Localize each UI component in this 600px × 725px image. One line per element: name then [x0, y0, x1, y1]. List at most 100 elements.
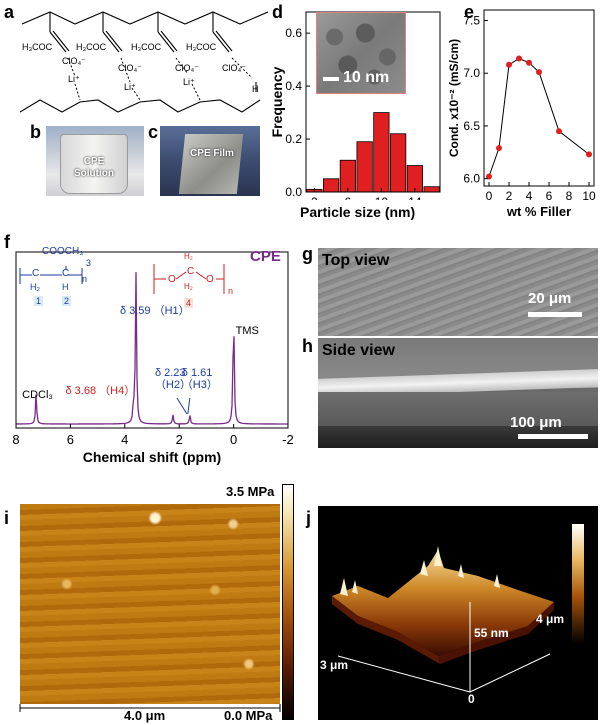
x-tick-label: 8	[566, 189, 573, 203]
x-tick-label: 6	[67, 432, 74, 447]
nmr-peak-label: CDCl₃	[22, 389, 53, 401]
histogram-y-axis-label: Frequency	[269, 66, 285, 137]
histogram-bar	[373, 112, 390, 193]
afm-modulus-map	[20, 504, 280, 704]
ester-label-4: H₃COC	[186, 42, 217, 52]
nmr-peak-label: δ 2.23	[155, 367, 186, 379]
monomer1-h2: H₂	[30, 282, 40, 292]
anion-label-2: ClO₄⁻	[118, 63, 142, 73]
nmr-peak-label: TMS	[236, 325, 259, 337]
cpe-film-label: CPE Film	[190, 148, 234, 159]
panel-letter-f: f	[4, 232, 10, 252]
afm-3d-y-label: 4 μm	[536, 612, 565, 626]
sem-top-scale-label: 20 μm	[528, 290, 572, 307]
x-tick-label: 8	[12, 432, 19, 447]
conductivity-point	[496, 145, 502, 152]
monomer1-ch-c: C	[62, 268, 70, 279]
conductivity-x-axis-label: wt % Filler	[506, 204, 571, 218]
conductivity-chart: 6.0 6.5 7.0 7.5 0 2 4 6 8 10 wt % Filler Cond. x10⁻…	[447, 9, 596, 218]
histogram-bar	[356, 141, 373, 193]
nmr-peak-arrow	[187, 397, 191, 415]
nmr-peak-arrow	[176, 397, 188, 415]
afm-scale-label: 4.0 μm	[124, 708, 166, 723]
cation-label-1: Li⁺	[68, 74, 80, 84]
histogram-bar	[339, 159, 356, 193]
x-tick-label: 0	[486, 189, 493, 203]
afm-colorbar	[282, 484, 294, 720]
monomer1-cooch3: COOCH₃	[42, 246, 84, 257]
cpe-solution-label-line2: Solution	[74, 168, 114, 179]
y-tick-label: 0.2	[285, 132, 302, 146]
conductivity-point	[486, 173, 492, 180]
y-tick-label: 0.6	[285, 26, 302, 40]
monomer2-o2: O	[206, 274, 214, 285]
histogram-x-axis-label: Particle size (nm)	[300, 204, 416, 220]
panel-letter-b: b	[30, 122, 41, 142]
nmr-spectrum-chart: 8 6 4 2 0 -2 Chemical shift (ppm) CDCl₃ δ 3.68 （…	[12, 251, 294, 465]
monomer1-num1: 1	[34, 296, 44, 306]
ester-label-1: H₃COC	[22, 42, 53, 52]
x-tick-label: 6	[345, 195, 352, 200]
anion-label-4: ClO₄⁻	[222, 63, 246, 73]
cation-label-2: Li⁺	[124, 82, 136, 92]
panel-letter-d: d	[272, 2, 283, 22]
panel-letter-g: g	[302, 244, 313, 264]
afm-colorbar-max-label: 3.5 MPa	[226, 484, 275, 499]
monomer2-n: n	[228, 286, 234, 296]
monomer2-h2-bottom: H₂	[184, 282, 193, 291]
afm-3d-z-label: 55 nm	[474, 626, 509, 640]
ester-label-3: H₃COC	[131, 42, 162, 52]
conductivity-point	[526, 59, 532, 66]
cpe-film-photo: CPE Film	[160, 126, 260, 196]
nmr-series-label: CPE	[250, 248, 281, 265]
afm-3d-x-label: 3 μm	[320, 658, 349, 672]
x-tick-label: 10	[582, 189, 596, 203]
x-tick-label: 4	[526, 189, 533, 203]
monomer2-bonds	[153, 264, 225, 294]
conductivity-point	[516, 55, 522, 62]
conductivity-point	[586, 151, 592, 158]
cpe-solution-label-line1: CPE	[83, 156, 105, 167]
x-tick-label: -2	[282, 432, 294, 447]
tem-scale-label: 10 nm	[343, 69, 390, 86]
nmr-frame	[15, 251, 289, 429]
tem-scale-bar	[323, 77, 339, 81]
x-tick-label: 2	[311, 195, 318, 200]
conductivity-line	[488, 57, 590, 177]
sem-side-scale-bar	[518, 434, 588, 439]
conductivity-frame	[483, 9, 595, 187]
monomer2-h2-top: H₂	[184, 252, 193, 261]
monomer2-num4: 4	[184, 298, 194, 308]
x-tick-label: 2	[506, 189, 513, 203]
monomer1-num2: 2	[62, 296, 72, 306]
ester-label-2: H₃COC	[76, 42, 107, 52]
panel-letter-e: e	[464, 2, 475, 22]
x-tick-label: 14	[408, 195, 422, 200]
y-tick-label: 0.0	[285, 185, 302, 199]
histogram-bar	[323, 178, 340, 193]
nmr-peak-label: δ 1.61	[182, 367, 213, 379]
conductivity-point	[556, 128, 562, 135]
x-tick-label: 6	[546, 189, 553, 203]
conductivity-point	[536, 69, 542, 76]
panel-letter-h: h	[302, 336, 313, 356]
monomer2-c: C	[187, 266, 195, 277]
x-tick-label: 10	[375, 195, 389, 200]
nmr-x-axis-label: Chemical shift (ppm)	[83, 449, 221, 465]
histogram-bar	[423, 186, 440, 193]
afm-3d-surface	[332, 524, 584, 693]
panel-letter-c: c	[148, 122, 159, 142]
monomer1-n: n	[82, 274, 88, 284]
y-tick-label: 6.0	[463, 172, 480, 186]
monomer1-bonds	[19, 266, 83, 284]
monomer1-num3: 3	[86, 258, 92, 268]
sem-top-view-image: Top view 20 μm	[318, 248, 598, 336]
chemical-structure-diagram	[20, 11, 269, 113]
afm-3d-panel: 55 nm 4 μm 3 μm 0	[318, 506, 598, 720]
histogram-bar	[390, 133, 407, 193]
nmr-peak-label: δ 3.59 （H1）	[120, 304, 190, 317]
sem-side-view-title: Side view	[322, 342, 395, 359]
conductivity-point	[506, 61, 512, 68]
panel-letter-i: i	[4, 508, 10, 528]
afm-scale-axis	[19, 704, 281, 712]
